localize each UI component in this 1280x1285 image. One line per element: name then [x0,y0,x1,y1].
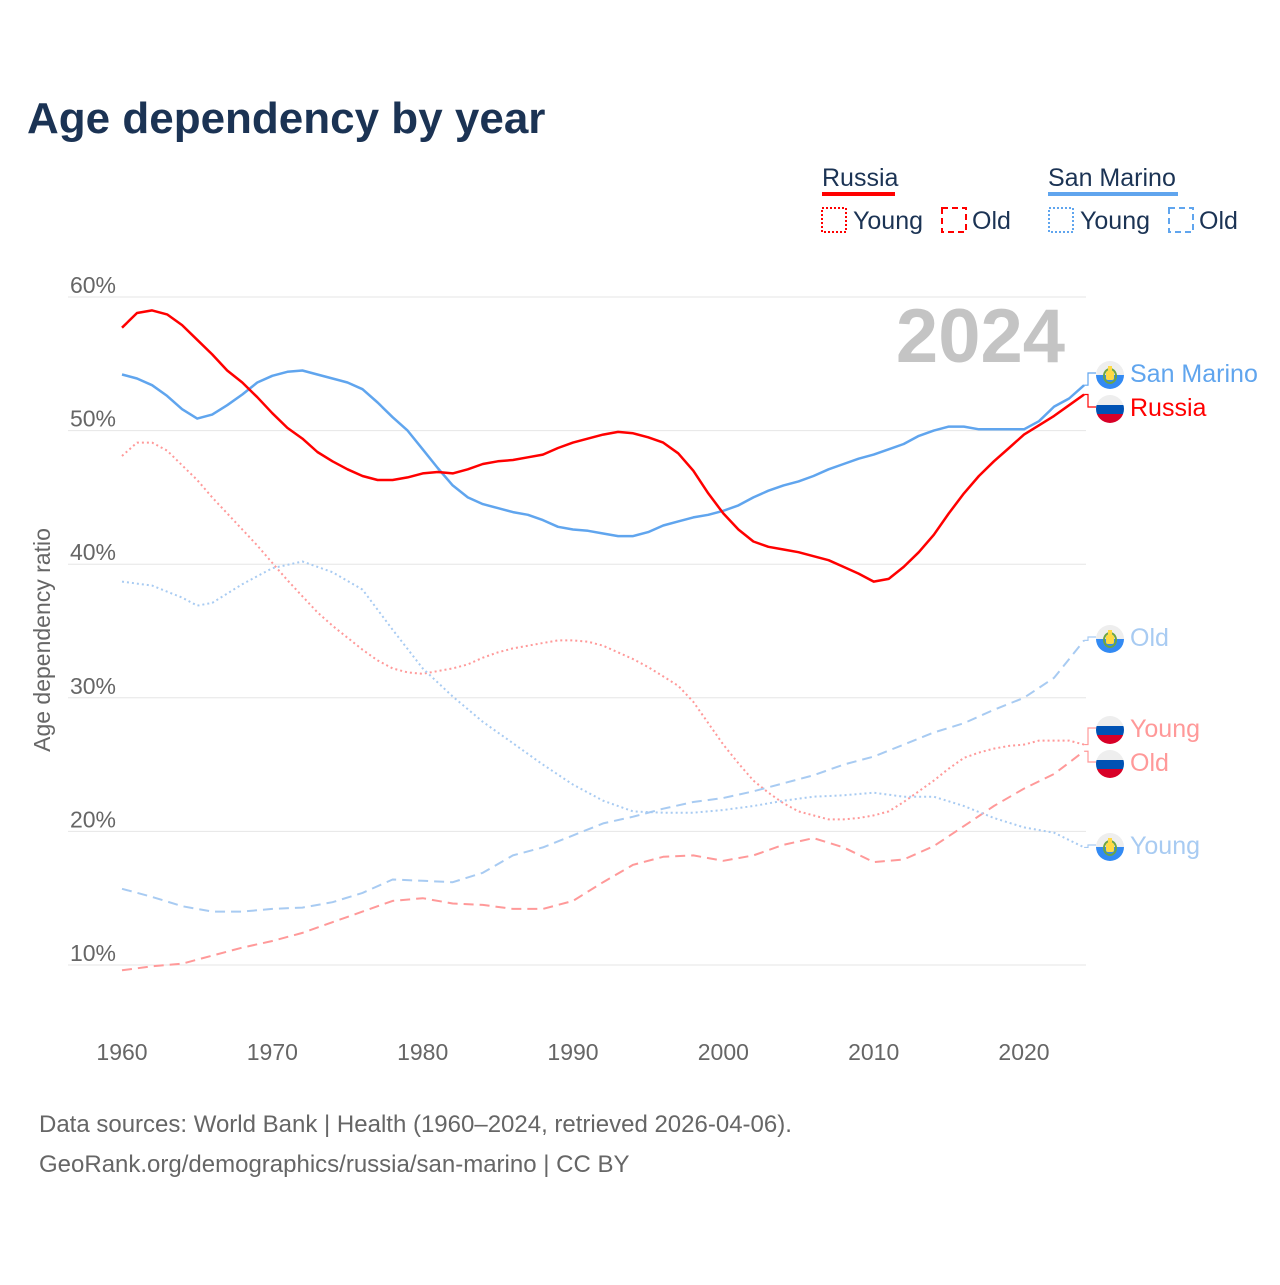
end-label-connector [1084,393,1096,408]
end-label-sm-young: Young [1130,832,1200,860]
russia-flag-icon [1096,750,1124,778]
series-line-ru-total [121,309,1085,583]
x-tick-label: 2020 [998,1039,1049,1065]
y-tick-label: 30% [70,673,116,699]
series-line-sm-old [121,639,1085,913]
san-marino-flag-icon [1096,625,1124,653]
russia-flag-icon [1096,395,1124,423]
legend-russia-underline [822,192,895,196]
y-tick-label: 20% [70,806,116,832]
series-line-ru-old [121,750,1085,972]
year-watermark: 2024 [896,294,1065,379]
chart-title: Age dependency by year [27,94,545,143]
end-label-connector [1084,750,1096,763]
legend-russia-old-label: Old [972,207,1011,235]
end-label-connector [1084,372,1096,386]
end-label-ru-old: Old [1130,749,1169,777]
legend-san-marino-underline [1048,192,1178,196]
y-tick-label: 10% [70,940,116,966]
x-tick-label: 2000 [698,1039,749,1065]
source-line-2[interactable]: GeoRank.org/demographics/russia/san-mari… [39,1151,629,1178]
end-label-ru-young: Young [1130,715,1200,743]
source-line-1: Data sources: World Bank | Health (1960–… [39,1111,792,1138]
series-line-sm-total [121,369,1085,538]
y-axis-label: Age dependency ratio [29,528,55,752]
legend-san-marino-young-swatch [1048,207,1074,233]
san-marino-flag-icon [1096,833,1124,861]
end-label-connector [1084,844,1096,849]
x-tick-label: 1960 [96,1039,147,1065]
end-label-connector [1084,727,1096,746]
legend-san-marino-label: San Marino [1048,164,1176,192]
russia-flag-icon [1096,716,1124,744]
x-tick-label: 1970 [247,1039,298,1065]
san-marino-flag-icon [1096,361,1124,389]
y-tick-label: 50% [70,406,116,432]
legend-san-marino-old-label: Old [1199,207,1238,235]
x-tick-label: 1980 [397,1039,448,1065]
legend-san-marino-old-swatch [1168,207,1194,233]
y-tick-label: 40% [70,539,116,565]
legend-russia-label: Russia [822,164,899,192]
x-tick-label: 1990 [547,1039,598,1065]
end-label-connector [1084,636,1096,641]
legend-san-marino-young-label: Young [1080,207,1150,235]
series-line-ru-young [121,441,1085,821]
y-tick-label: 60% [70,272,116,298]
x-tick-label: 2010 [848,1039,899,1065]
end-label-sm-total: San Marino [1130,360,1258,388]
series-line-sm-young [121,560,1085,849]
end-label-sm-old: Old [1130,624,1169,652]
legend-russia-young-label: Young [853,207,923,235]
end-label-ru-total: Russia [1130,394,1207,422]
legend: Russia Young Old San Marino Young Old [821,164,1238,235]
legend-russia-old-swatch [941,207,967,233]
legend-russia-young-swatch [821,207,847,233]
